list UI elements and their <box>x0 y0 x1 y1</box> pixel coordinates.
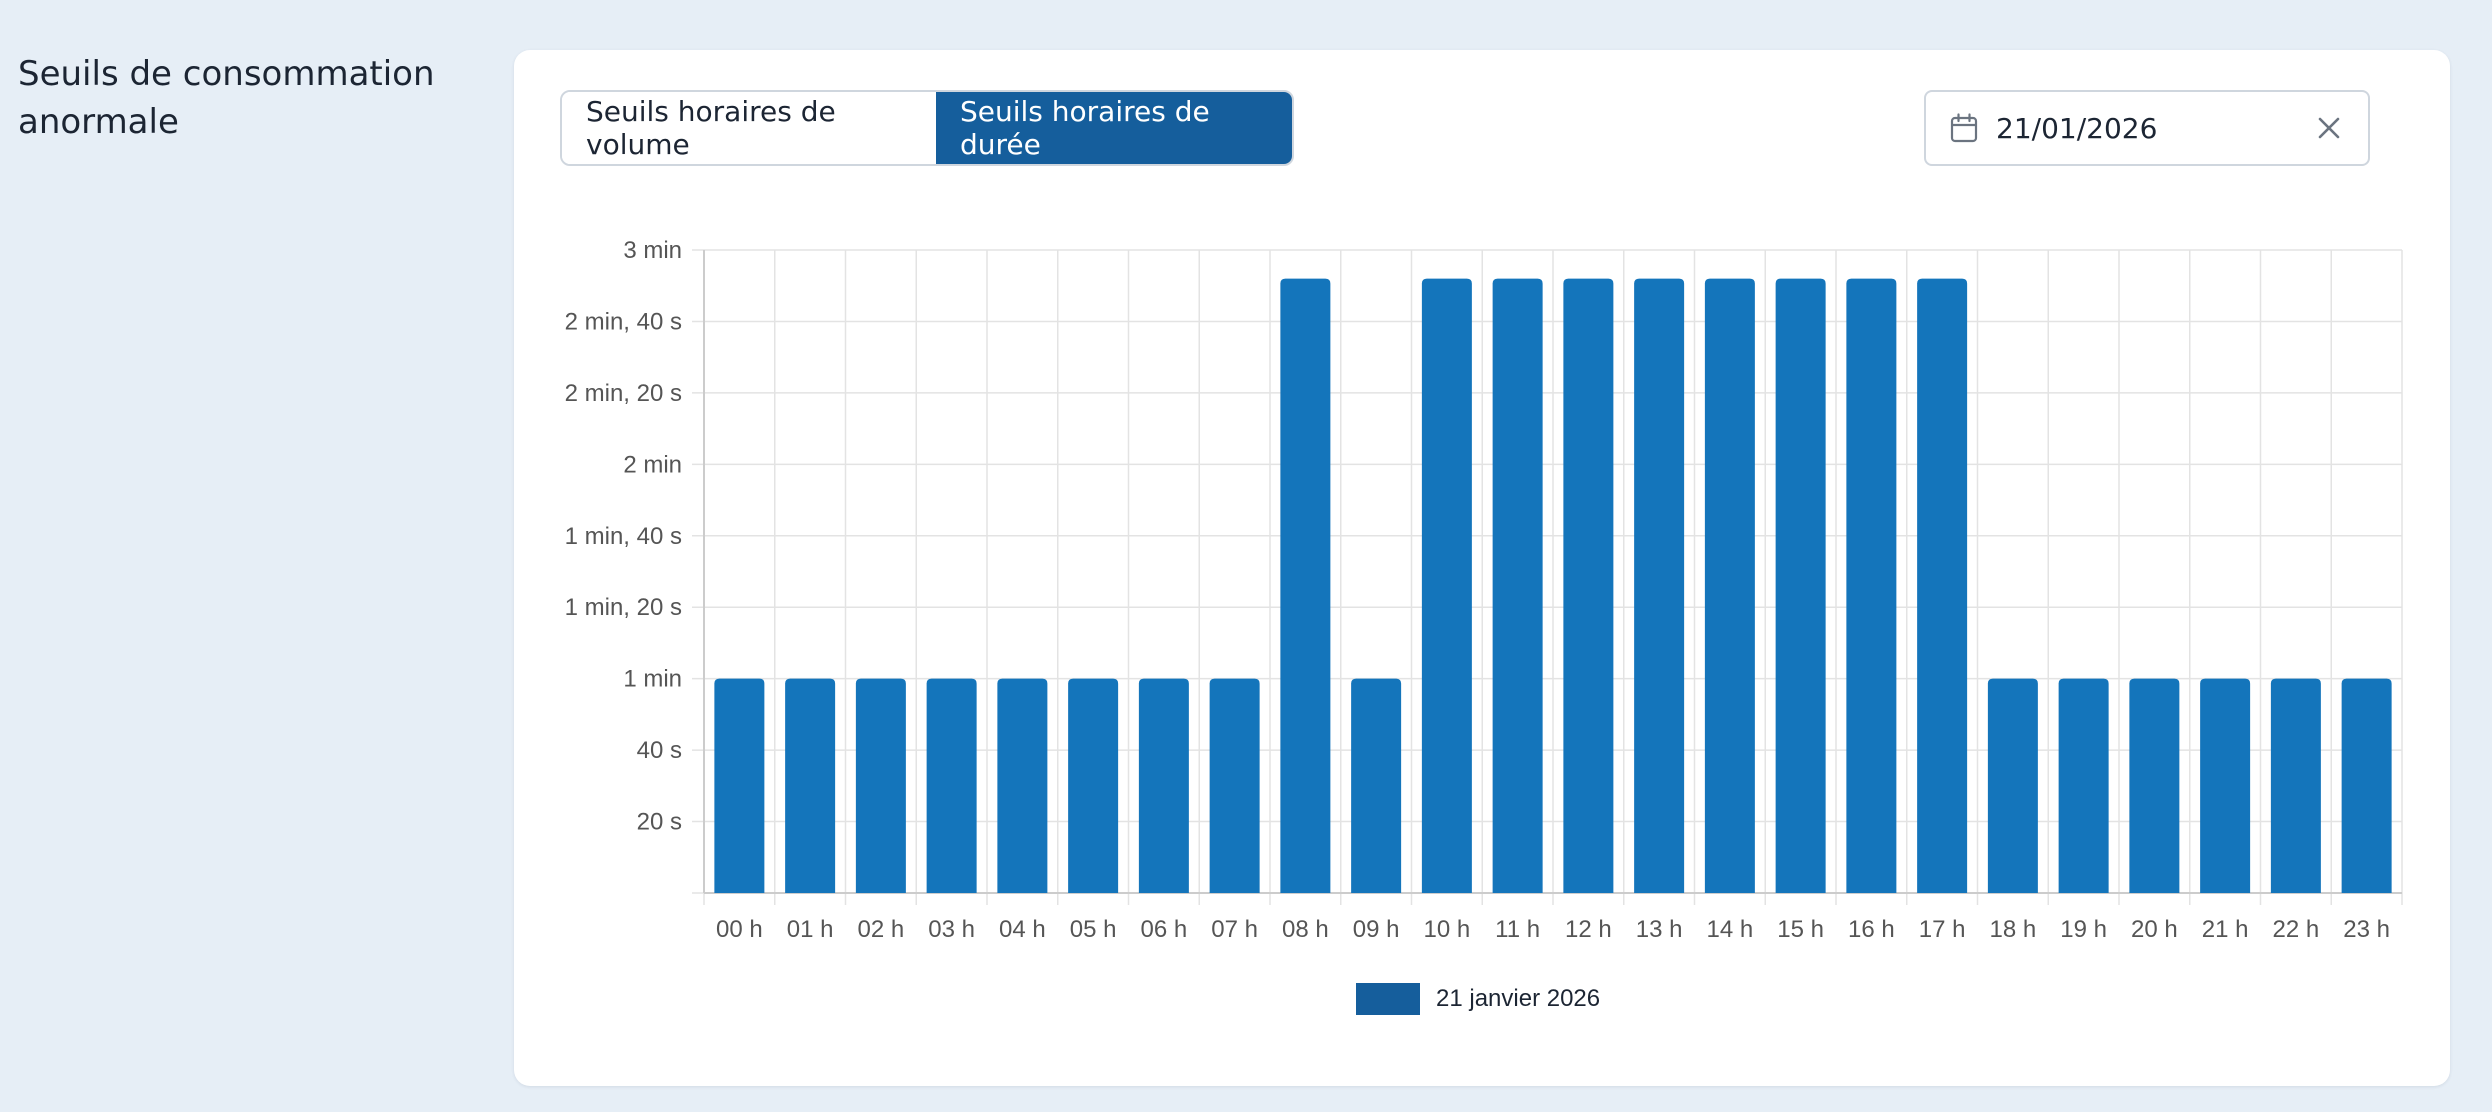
x-tick-label: 11 h <box>1495 916 1540 943</box>
x-tick-label: 05 h <box>1070 916 1117 943</box>
x-tick-label: 08 h <box>1282 916 1329 943</box>
bar-06h <box>1138 678 1189 893</box>
calendar-icon <box>1950 113 1980 143</box>
bar-21h <box>2200 678 2251 893</box>
x-tick-label: 18 h <box>1990 916 2037 943</box>
y-tick-label: 3 min <box>623 237 682 264</box>
x-tick-label: 21 h <box>2202 916 2249 943</box>
y-tick-label: 20 s <box>637 809 682 836</box>
bar-07h <box>1209 678 1260 893</box>
bar-13h <box>1634 278 1685 893</box>
chart-legend[interactable]: 21 janvier 2026 <box>1356 982 1600 1016</box>
x-tick-label: 07 h <box>1211 916 1258 943</box>
y-tick-label: 1 min, 20 s <box>565 594 682 621</box>
section-title: Seuils de consommation anormale <box>18 54 435 142</box>
bar-17h <box>1917 278 1968 893</box>
duration-thresholds-chart: 20 s 40 s 1 min 1 min, 20 s 1 min, 40 s 2 min… <box>565 237 2403 943</box>
legend-swatch <box>1356 983 1420 1015</box>
x-tick-label: 20 h <box>2131 916 2178 943</box>
bar-04h <box>997 678 1048 893</box>
bar-02h <box>855 678 906 893</box>
bar-00h <box>714 678 765 893</box>
x-tick-label: 12 h <box>1565 916 1612 943</box>
y-tick-label: 2 min <box>623 451 682 478</box>
x-tick-label: 02 h <box>858 916 905 943</box>
x-tick-label: 14 h <box>1707 916 1754 943</box>
y-tick-label: 2 min, 40 s <box>565 308 682 335</box>
bar-22h <box>2270 678 2321 893</box>
y-tick-label: 1 min, 40 s <box>565 523 682 550</box>
x-tick-label: 22 h <box>2273 916 2320 943</box>
x-tick-label: 06 h <box>1141 916 1188 943</box>
x-tick-label: 03 h <box>928 916 975 943</box>
x-tick-label: 13 h <box>1636 916 1683 943</box>
y-tick-label: 40 s <box>637 737 682 764</box>
threshold-type-toggle: Seuils horaires de volume Seuils horaire… <box>560 90 1294 166</box>
x-tick-label: 04 h <box>999 916 1046 943</box>
bar-09h <box>1351 678 1402 893</box>
bar-15h <box>1775 278 1826 893</box>
bar-03h <box>926 678 977 893</box>
x-tick-label: 09 h <box>1353 916 1400 943</box>
x-tick-label: 16 h <box>1848 916 1895 943</box>
close-icon[interactable] <box>2316 114 2344 142</box>
bar-01h <box>785 678 836 893</box>
volume-thresholds-button[interactable]: Seuils horaires de volume <box>562 92 936 164</box>
bar-23h <box>2341 678 2392 893</box>
legend-label: 21 janvier 2026 <box>1436 985 1601 1012</box>
bar-10h <box>1421 278 1472 893</box>
y-tick-label: 2 min, 20 s <box>565 380 682 407</box>
bar-14h <box>1704 278 1755 893</box>
x-tick-label: 10 h <box>1424 916 1471 943</box>
y-tick-label: 1 min <box>623 666 682 693</box>
bar-19h <box>2058 678 2109 893</box>
x-tick-label: 01 h <box>787 916 834 943</box>
thresholds-card: Seuils horaires de volume Seuils horaire… <box>514 50 2450 1086</box>
bar-05h <box>1068 678 1119 893</box>
x-tick-label: 17 h <box>1919 916 1966 943</box>
bar-16h <box>1846 278 1897 893</box>
x-tick-label: 19 h <box>2060 916 2107 943</box>
bar-08h <box>1280 278 1331 893</box>
duration-thresholds-button[interactable]: Seuils horaires de durée <box>936 92 1292 164</box>
x-tick-label: 00 h <box>716 916 763 943</box>
bar-12h <box>1563 278 1614 893</box>
bar-20h <box>2129 678 2180 893</box>
x-tick-label: 23 h <box>2343 916 2390 943</box>
bar-18h <box>1987 678 2038 893</box>
x-tick-label: 15 h <box>1777 916 1824 943</box>
bar-11h <box>1492 278 1543 893</box>
date-picker[interactable]: 21/01/2026 <box>1924 90 2370 166</box>
date-value: 21/01/2026 <box>1996 111 2158 145</box>
